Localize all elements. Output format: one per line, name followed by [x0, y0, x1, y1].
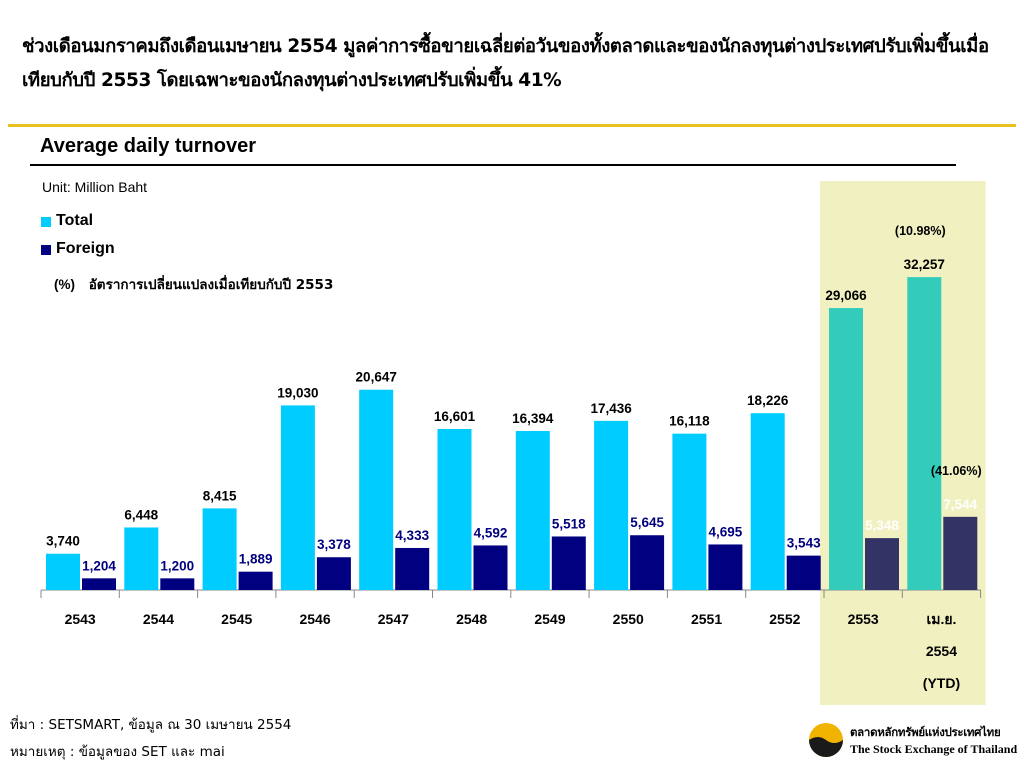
data-label-total: 32,257: [904, 257, 945, 272]
x-tick-label: 2551: [691, 611, 722, 627]
data-label-foreign: 3,378: [317, 537, 351, 552]
data-label-total: 29,066: [825, 288, 867, 303]
legend-total-swatch: [41, 217, 51, 227]
pct-note-symbol: (%): [54, 277, 75, 292]
legend-foreign-label: Foreign: [56, 240, 115, 257]
data-label-foreign: 3,543: [787, 536, 821, 551]
data-label-foreign: 5,348: [865, 518, 899, 533]
set-logo-english: The Stock Exchange of Thailand: [850, 742, 1018, 756]
bar-total: [829, 308, 863, 590]
bar-foreign: [160, 578, 195, 590]
x-tick-label: 2549: [534, 611, 565, 627]
footer-note: หมายเหตุ : ข้อมูลของ SET และ mai: [10, 744, 225, 760]
set-logo: ตลาดหลักทรัพย์แห่งประเทศไทย The Stock Ex…: [808, 720, 1018, 764]
bar-foreign: [865, 538, 899, 590]
data-label-foreign: 1,204: [82, 558, 116, 573]
bar-total: [359, 389, 394, 590]
data-label-foreign: 4,333: [395, 528, 429, 543]
x-tick-label: 2553: [848, 611, 879, 627]
x-tick-label: 2544: [143, 611, 174, 627]
data-label-total: 18,226: [747, 393, 789, 408]
x-tick-label: 2550: [613, 611, 644, 627]
data-label-foreign: 4,695: [709, 524, 743, 539]
data-label-total: 19,030: [277, 385, 318, 400]
x-tick-label: 2543: [65, 611, 96, 627]
headline: ช่วงเดือนมกราคมถึงเดือนเมษายน 2554 มูลค่…: [22, 36, 989, 91]
x-tick-label: (YTD): [923, 675, 960, 691]
title-underline: [30, 164, 956, 166]
gold-divider: [8, 124, 1016, 127]
x-tick-label: 2546: [299, 611, 330, 627]
data-label-foreign: 4,592: [474, 525, 508, 540]
legend-total-label: Total: [56, 212, 94, 229]
x-tick-label: 2547: [378, 611, 409, 627]
data-label-foreign: 7,544: [943, 497, 977, 512]
bar-total: [280, 405, 315, 590]
data-label-total: 3,740: [46, 534, 80, 549]
bar-foreign: [630, 535, 665, 590]
x-tick-label: 2545: [221, 611, 252, 627]
bar-total: [672, 433, 707, 590]
legend-foreign: Foreign: [41, 240, 115, 258]
x-tick-label: เม.ย.: [926, 611, 956, 627]
data-label-foreign: 1,200: [160, 558, 194, 573]
pct-note-text: อัตราการเปลี่ยนแปลงเมื่อเทียบกับปี 2553: [88, 277, 334, 293]
data-label-total: 8,415: [203, 488, 237, 503]
x-tick-label: 2548: [456, 611, 487, 627]
pct-note: (%) อัตราการเปลี่ยนแปลงเมื่อเทียบกับปี 2…: [54, 273, 333, 295]
bar-total: [594, 420, 629, 590]
set-logo-icon: [809, 723, 843, 757]
bar-foreign: [708, 544, 743, 590]
bar-total: [202, 508, 237, 590]
bar-foreign: [943, 516, 978, 590]
data-label-total: 20,647: [356, 370, 397, 385]
data-label-foreign: 5,645: [630, 515, 664, 530]
data-label-foreign: 1,889: [239, 552, 273, 567]
bar-total: [907, 277, 942, 590]
footer-source: ที่มา : SETSMART, ข้อมูล ณ 30 เมษายน 255…: [10, 717, 292, 733]
bar-total: [515, 430, 550, 590]
bar-foreign: [82, 578, 116, 590]
bar-foreign: [238, 571, 273, 590]
data-label-total: 17,436: [590, 401, 632, 416]
data-label-total: 16,394: [512, 411, 554, 426]
bar-foreign: [786, 555, 821, 590]
bar-foreign: [316, 557, 351, 590]
set-logo-thai: ตลาดหลักทรัพย์แห่งประเทศไทย: [850, 725, 1001, 739]
bar-foreign: [473, 545, 508, 590]
unit-label: Unit: Million Baht: [42, 179, 148, 195]
chart-title: Average daily turnover: [40, 135, 257, 157]
x-tick-label: 2552: [769, 611, 800, 627]
bar-total: [437, 428, 472, 590]
data-label-foreign: 5,518: [552, 516, 586, 531]
x-tick-label: 2554: [926, 643, 957, 659]
data-label-total: 16,601: [434, 409, 476, 424]
data-label-total: 16,118: [669, 414, 710, 429]
bar-total: [46, 553, 80, 590]
legend-total: Total: [41, 212, 94, 230]
bar-foreign: [395, 547, 430, 590]
data-label-total: 6,448: [124, 507, 158, 522]
legend-foreign-swatch: [41, 245, 51, 255]
bar-foreign: [551, 536, 586, 590]
pct-change-annotation: (10.98%): [895, 224, 946, 238]
bar-total: [124, 527, 159, 590]
pct-change-annotation: (41.06%): [931, 464, 982, 478]
bar-total: [750, 413, 785, 590]
